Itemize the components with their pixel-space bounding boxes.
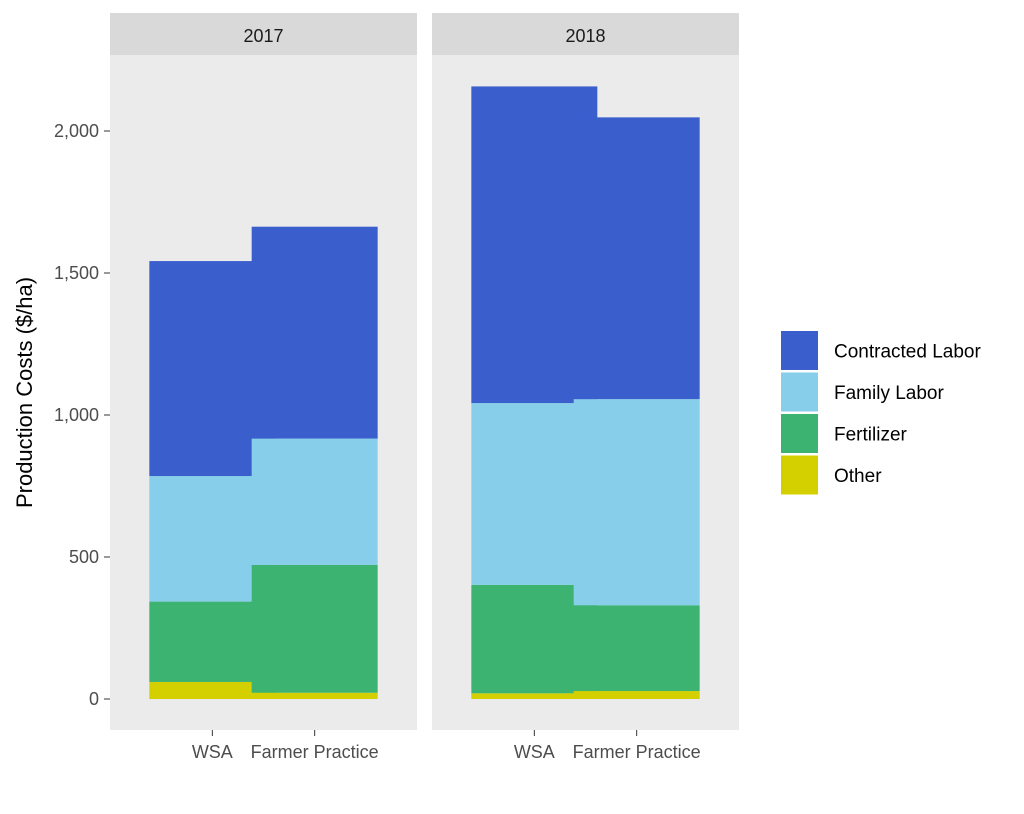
bar-segment (471, 693, 598, 699)
y-tick-label: 500 (69, 547, 99, 567)
legend-label: Contracted Labor (834, 342, 981, 363)
bar-segment (149, 681, 276, 699)
bar-segment (251, 226, 378, 439)
x-tick-label: Farmer Practice (573, 742, 701, 762)
bar-segment (251, 692, 378, 699)
y-tick-label: 2,000 (54, 121, 99, 141)
legend-label: Other (834, 466, 882, 487)
y-tick-label: 0 (89, 689, 99, 709)
legend-key (781, 455, 818, 495)
legend-key (781, 414, 818, 453)
bar-segment (573, 399, 700, 606)
legend-label: Fertilizer (834, 425, 908, 446)
bar-segment (251, 438, 378, 565)
facet-strip (432, 13, 739, 55)
bar-segment (251, 564, 378, 693)
legend-label: Family Labor (834, 383, 944, 404)
y-axis-title: Production Costs ($/ha) (12, 277, 37, 508)
bar-segment (573, 117, 700, 400)
x-tick-label: Farmer Practice (251, 742, 379, 762)
x-tick-label: WSA (514, 742, 555, 762)
bar-segment (573, 691, 700, 699)
legend-key (781, 331, 818, 370)
bar-segment (573, 605, 700, 692)
y-tick-label: 1,500 (54, 263, 99, 283)
x-tick-label: WSA (192, 742, 233, 762)
y-tick-label: 1,000 (54, 405, 99, 425)
legend-key (781, 372, 818, 412)
facet-strip (110, 13, 417, 55)
facet-label-2017: 2017 (243, 26, 283, 46)
facet-label-2018: 2018 (565, 26, 605, 46)
